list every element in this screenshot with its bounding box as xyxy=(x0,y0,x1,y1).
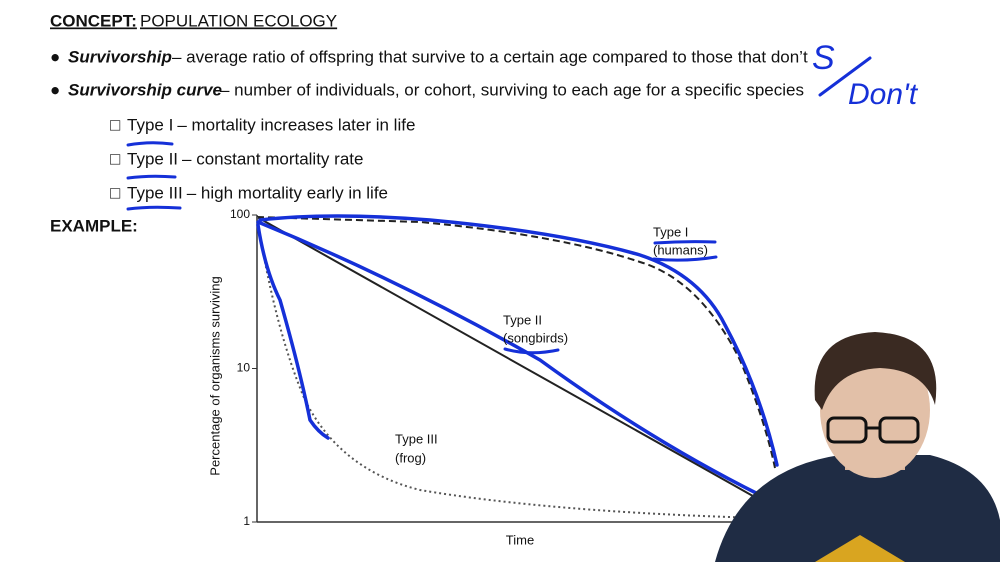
sub-text: – high mortality early in life xyxy=(187,183,388,202)
example-label: EXAMPLE: xyxy=(50,216,138,235)
sub-term: Type I xyxy=(127,115,173,134)
curve-label: (frog) xyxy=(395,450,426,465)
handwriting-bottom: Don't xyxy=(848,78,919,111)
curve-label: Type III xyxy=(395,431,438,446)
ink xyxy=(126,56,872,355)
bullet-dot: ● xyxy=(50,80,60,99)
bullet-dot: ● xyxy=(50,47,60,66)
sub-text: – constant mortality rate xyxy=(182,149,363,168)
curve-label: (songbirds) xyxy=(503,330,568,345)
presenter-video xyxy=(715,332,1000,562)
x-axis-label: Time xyxy=(506,532,534,547)
concept-label: CONCEPT: xyxy=(50,11,137,30)
bullet-text: – number of individuals, or cohort, surv… xyxy=(220,80,804,99)
y-tick-label: 10 xyxy=(237,361,251,375)
curve-label: Type II xyxy=(503,312,542,327)
sub-text: – mortality increases later in life xyxy=(177,115,415,134)
checkbox: □ xyxy=(110,115,120,134)
y-axis-label: Percentage of organisms surviving xyxy=(207,276,222,475)
y-tick-label: 100 xyxy=(230,207,250,221)
type2-curve xyxy=(256,216,761,501)
concept-title: POPULATION ECOLOGY xyxy=(140,11,337,30)
checkbox: □ xyxy=(110,183,120,202)
bullet-term: Survivorship curve xyxy=(68,80,222,99)
sub-list: □ Type I – mortality increases later in li… xyxy=(110,115,415,202)
bullet-text: – average ratio of offspring that surviv… xyxy=(172,47,808,66)
checkbox: □ xyxy=(110,149,120,168)
handwriting-top: S xyxy=(812,39,835,77)
bullet-term: Survivorship xyxy=(68,47,172,66)
ink-curves xyxy=(256,214,779,497)
type3-curve xyxy=(256,216,761,519)
sub-term: Type III xyxy=(127,183,183,202)
y-tick-label: 1 xyxy=(243,514,250,528)
sub-term: Type II xyxy=(127,149,178,168)
curve-label: Type I xyxy=(653,224,688,239)
curve-label: (humans) xyxy=(653,242,708,257)
figure: Percentage of organisms surviving Time T… xyxy=(207,207,779,547)
